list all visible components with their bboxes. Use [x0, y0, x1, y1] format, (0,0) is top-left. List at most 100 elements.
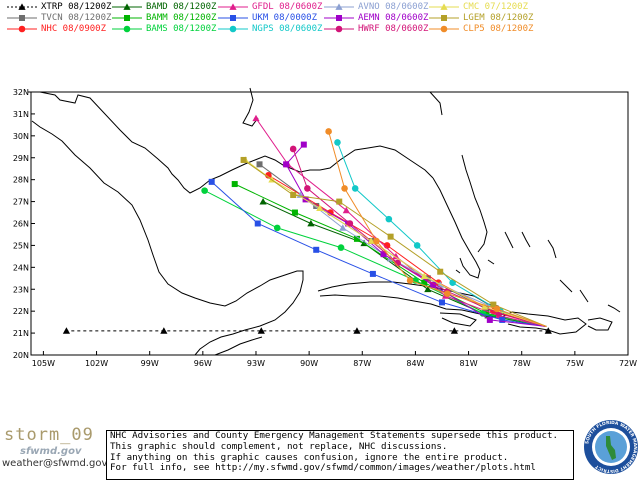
track-point [385, 215, 393, 223]
square-icon [218, 15, 248, 21]
legend-label: BAMM 08/1200Z [146, 13, 217, 23]
legend-item-ngps: NGPS 08/0600Z [214, 24, 322, 34]
disclaimer-line: If anything on this graphic causes confu… [110, 451, 509, 463]
circle-icon [324, 25, 354, 33]
track-line [243, 159, 547, 327]
triangle-icon [7, 3, 37, 10]
lat-label: 26N [13, 220, 29, 229]
track-point [486, 316, 493, 323]
track-point [325, 128, 332, 135]
track-line [285, 144, 547, 327]
triangle-icon [218, 3, 248, 10]
lon-label: 87W [353, 359, 371, 368]
track-point [493, 305, 501, 313]
track-point [316, 204, 324, 212]
legend-label: XTRP 08/1200Z [41, 2, 112, 12]
legend-item-tvcn: TVCN 08/1200Z [3, 13, 111, 23]
contact-email[interactable]: weather@sfwmd.gov [2, 458, 108, 469]
lon-label: 105W [32, 359, 55, 368]
legend-label: CMC 07/1200Z [463, 2, 529, 12]
track-point [265, 171, 272, 179]
legend-label: BAMS 08/1200Z [146, 24, 217, 34]
square-icon [112, 15, 142, 21]
track-hwrf [289, 145, 547, 327]
lon-label: 78W [513, 359, 531, 368]
lat-label: 24N [13, 263, 29, 272]
legend-label: HWRF 08/0600Z [358, 24, 429, 34]
track-point [351, 185, 359, 192]
legend-item-ukm: UKM 08/0000Z [214, 13, 317, 23]
legend-item-gfdl: GFDL 08/0600Z [214, 2, 322, 12]
track-point [252, 114, 260, 122]
square-icon [324, 15, 354, 21]
track-line [245, 159, 547, 327]
track-point [300, 141, 307, 148]
track-clp5 [325, 128, 547, 327]
track-point [437, 268, 444, 275]
lat-label: 30N [13, 132, 29, 141]
legend-label: CLP5 08/1200Z [463, 24, 534, 34]
legend-label: AVNO 08/0600Z [358, 2, 429, 12]
legend-item-clp5: CLP5 08/1200Z [425, 24, 533, 34]
legend-item-xtrp: XTRP 08/1200Z [3, 2, 111, 12]
track-point [449, 279, 456, 286]
track-point [231, 181, 238, 188]
lat-label: 32N [13, 88, 29, 97]
track-point [483, 310, 490, 317]
track-point [341, 185, 348, 192]
track-layer [62, 114, 552, 334]
lon-label: 81W [460, 359, 478, 368]
track-point [480, 303, 489, 310]
track-point [208, 178, 215, 185]
lat-label: 20N [13, 351, 29, 360]
track-point [336, 198, 343, 205]
land-outline [28, 87, 621, 356]
lon-label: 99W [141, 359, 159, 368]
track-ukm [208, 178, 547, 327]
lat-label: 21N [13, 329, 29, 338]
track-point [337, 244, 345, 251]
legend-item-lgem: LGEM 08/1200Z [425, 13, 533, 23]
legend-label: NGPS 08/0600Z [252, 24, 323, 34]
track-point [256, 161, 263, 168]
lon-label: 75W [566, 359, 584, 368]
track-point [367, 237, 375, 244]
disclaimer-line: NHC Advisories and County Emergency Mana… [110, 430, 559, 441]
track-point [353, 235, 360, 242]
track-point [544, 327, 552, 334]
lat-label: 29N [13, 154, 29, 163]
track-bamm [231, 181, 547, 327]
triangle-icon [112, 3, 142, 10]
track-point [257, 327, 265, 334]
legend-label: NHC 08/0900Z [41, 24, 107, 34]
lat-label: 25N [13, 241, 29, 250]
track-point [438, 299, 445, 306]
axis-ticks [31, 91, 629, 356]
track-point [346, 220, 354, 227]
legend-label: BAMD 08/1200Z [146, 2, 217, 12]
track-point [490, 301, 497, 308]
track-point [373, 237, 380, 245]
track-point [273, 224, 281, 232]
track-point [289, 145, 297, 153]
triangle-icon [324, 3, 354, 10]
legend-label: UKM 08/0000Z [252, 13, 318, 23]
track-point [353, 327, 361, 334]
track-cmc [241, 156, 547, 327]
lon-label: 84W [406, 359, 424, 368]
legend-label: LGEM 08/1200Z [463, 13, 534, 23]
lon-label: 102W [85, 359, 108, 368]
track-point [62, 327, 71, 334]
model-legend: XTRP 08/1200Z TVCN 08/1200Z NHC 08/0900Z BA… [0, 0, 640, 40]
axis-labels: 32N31N30N29N28N27N26N25N24N23N22N21N20N1… [13, 88, 637, 368]
track-point [342, 206, 350, 214]
track-point [259, 197, 267, 205]
legend-item-bams: BAMS 08/1200Z [108, 24, 216, 34]
track-point [160, 327, 168, 334]
track-point [254, 220, 261, 227]
footer: storm_09 sfwmd.gov weather@sfwmd.gov NHC… [0, 420, 640, 480]
disclaimer-box: NHC Advisories and County Emergency Mana… [106, 430, 574, 480]
track-point [421, 279, 428, 286]
track-point [380, 251, 387, 258]
circle-icon [112, 25, 142, 33]
